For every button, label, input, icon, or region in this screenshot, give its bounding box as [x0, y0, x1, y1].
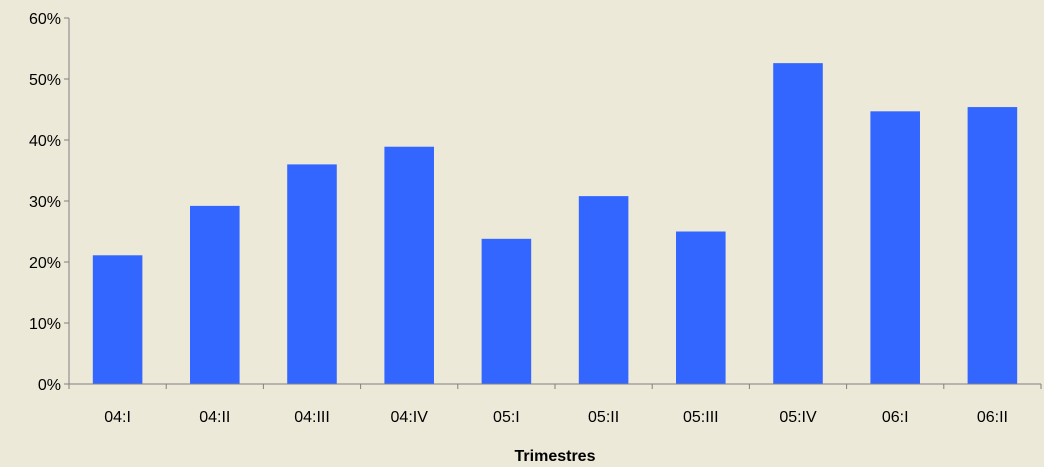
y-tick-label: 60%	[29, 11, 61, 28]
bar-06-i	[870, 111, 920, 384]
bar-05-iii	[676, 231, 726, 384]
y-tick-label: 30%	[29, 194, 61, 211]
y-tick-label: 50%	[29, 72, 61, 89]
x-tick-label: 04:II	[199, 409, 230, 426]
bar-05-i	[481, 238, 532, 384]
y-tick-label: 10%	[29, 316, 61, 333]
bar-04-iv	[384, 146, 434, 384]
bar-06-ii	[967, 107, 1018, 384]
x-tick-label: 04:III	[294, 409, 330, 426]
x-tick-label: 05:I	[493, 409, 520, 426]
y-tick-label: 20%	[29, 255, 61, 272]
x-tick-label: 06:II	[977, 409, 1008, 426]
bars-group	[92, 63, 1018, 384]
x-tick-label: 04:IV	[391, 409, 429, 426]
x-tick-label: 05:IV	[779, 409, 817, 426]
y-tick-label: 0%	[38, 377, 61, 394]
axes-group	[64, 17, 1042, 389]
x-tick-label: 04:I	[104, 409, 131, 426]
x-tick-labels: 04:I 04:II 04:III 04:IV 05:I 05:II 05:III 05:IV…	[104, 409, 1008, 426]
bar-04-iii	[287, 164, 337, 384]
y-tick-label: 40%	[29, 133, 61, 150]
x-tick-label: 05:II	[588, 409, 619, 426]
bar-05-ii	[578, 196, 629, 384]
bar-04-ii	[190, 205, 240, 384]
x-tick-label: 06:I	[882, 409, 909, 426]
y-tick-labels: 0% 10% 20% 30% 40% 50% 60%	[29, 11, 61, 394]
bar-04-i	[92, 255, 143, 384]
x-axis-title: Trimestres	[515, 448, 596, 465]
bar-05-iv	[773, 63, 823, 384]
x-tick-label: 05:III	[683, 409, 719, 426]
